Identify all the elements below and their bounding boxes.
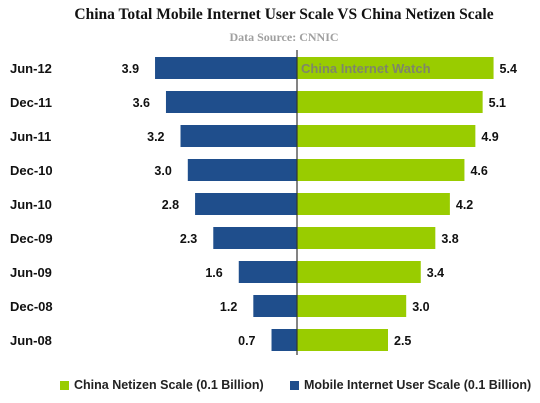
category-label: Dec-11	[10, 95, 52, 110]
legend-label-mobile: Mobile Internet User Scale (0.1 Billion)	[304, 378, 532, 392]
category-label: Jun-11	[10, 129, 51, 144]
data-label-netizen: 5.4	[500, 62, 517, 76]
legend-swatch-mobile	[290, 380, 299, 390]
bar-mobile	[195, 193, 297, 215]
data-label-netizen: 2.5	[394, 334, 411, 348]
data-label-netizen: 4.6	[470, 164, 487, 178]
data-label-mobile: 2.3	[180, 232, 197, 246]
category-label: Dec-09	[10, 231, 53, 246]
legend: China Netizen Scale (0.1 Billion) Mobile…	[0, 374, 540, 398]
data-label-mobile: 3.0	[154, 164, 171, 178]
category-label: Jun-09	[10, 265, 52, 280]
data-label-mobile: 3.2	[147, 130, 164, 144]
data-label-mobile: 3.9	[122, 62, 139, 76]
bar-netizen	[297, 261, 421, 283]
data-label-mobile: 1.6	[205, 266, 222, 280]
chart-title: China Total Mobile Internet User Scale V…	[74, 6, 494, 23]
category-label: Jun-12	[10, 61, 52, 76]
bar-netizen	[297, 295, 407, 317]
bar-netizen	[297, 159, 465, 181]
bar-mobile	[187, 159, 297, 181]
bar-netizen	[297, 193, 450, 215]
bar-mobile	[238, 261, 297, 283]
category-label: Dec-10	[10, 163, 53, 178]
legend-swatch-netizen	[60, 380, 69, 390]
bar-mobile	[165, 91, 297, 113]
bar-mobile	[271, 329, 297, 351]
bar-netizen	[297, 125, 476, 147]
bar-netizen	[297, 227, 436, 249]
data-label-netizen: 5.1	[489, 96, 506, 110]
watermark: China Internet Watch	[301, 61, 431, 76]
bar-mobile	[155, 57, 297, 79]
bar-netizen	[297, 91, 483, 113]
data-label-netizen: 4.9	[481, 130, 498, 144]
data-label-netizen: 3.4	[427, 266, 444, 280]
chart-subtitle: Data Source: CNNIC	[229, 30, 339, 44]
data-label-netizen: 3.8	[441, 232, 458, 246]
category-label: Dec-08	[10, 299, 53, 314]
bar-mobile	[253, 295, 297, 317]
category-label: Jun-10	[10, 197, 52, 212]
chart: Jun-12 3.9 5.4 Dec-11 3.6 5.1 Jun-11 3.2 4.9 Dec-…	[10, 50, 517, 355]
legend-item-netizen: China Netizen Scale (0.1 Billion)	[60, 378, 264, 392]
data-label-mobile: 3.6	[133, 96, 150, 110]
bar-netizen	[297, 329, 388, 351]
legend-item-mobile: Mobile Internet User Scale (0.1 Billion)	[290, 378, 531, 392]
bar-mobile	[213, 227, 297, 249]
legend-label-netizen: China Netizen Scale (0.1 Billion)	[74, 378, 264, 392]
data-label-netizen: 4.2	[456, 198, 473, 212]
data-label-mobile: 0.7	[238, 334, 255, 348]
bar-netizen	[297, 57, 494, 79]
data-label-netizen: 3.0	[412, 300, 429, 314]
bar-mobile	[180, 125, 297, 147]
data-label-mobile: 1.2	[220, 300, 237, 314]
data-label-mobile: 2.8	[162, 198, 179, 212]
category-label: Jun-08	[10, 333, 52, 348]
